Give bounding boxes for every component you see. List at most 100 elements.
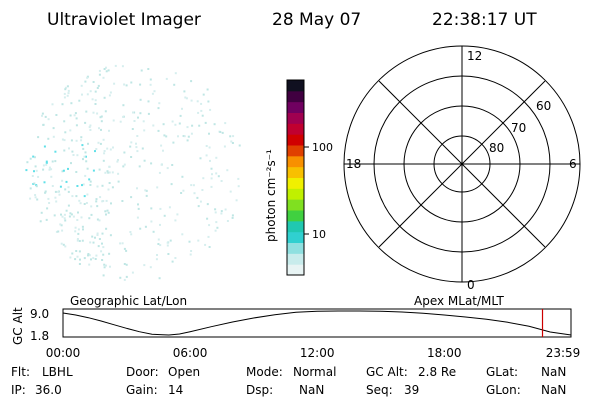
image-pixel [94,150,96,153]
image-pixel [105,199,108,202]
image-pixel [196,100,199,103]
image-pixel [110,202,112,205]
image-pixel [95,254,98,257]
image-pixel [88,178,91,181]
image-pixel [34,196,37,199]
image-pixel [78,263,81,265]
image-pixel [78,199,81,202]
image-pixel [158,277,161,280]
image-pixel [73,114,76,117]
image-pixel [63,92,66,95]
image-pixel [237,185,240,188]
image-pixel [136,187,138,190]
image-pixel [82,147,85,150]
image-pixel [36,198,39,201]
colorbar-segment [287,177,304,189]
image-pixel [187,135,190,138]
image-pixel [220,180,223,182]
image-pixel [83,257,86,260]
image-pixel [59,185,62,188]
image-pixel [130,233,133,236]
image-pixel [98,69,101,72]
polar-grid [343,45,581,283]
status-door-label: Door: [126,365,159,379]
altitude-ytick-bottom: 1.8 [30,329,49,343]
image-pixel [193,192,196,195]
image-pixel [84,121,87,124]
image-pixel [98,168,101,171]
image-pixel [76,185,79,187]
image-pixel [197,111,200,114]
image-pixel [87,254,89,257]
image-pixel [71,252,74,255]
image-pixel [216,226,219,229]
image-pixel [162,149,164,152]
image-pixel [169,239,172,242]
image-pixel [86,75,89,78]
instrument-title: Ultraviolet Imager [47,10,201,30]
image-pixel [190,250,193,252]
image-pixel [91,235,94,238]
altitude-xticks: 00:00 06:00 12:00 18:00 23:59 [46,346,581,360]
image-pixel [69,114,72,117]
status-seq-label: Seq: [366,383,393,397]
altitude-ylabel: GC Alt [11,307,25,345]
image-pixel [197,239,200,242]
image-pixel [32,155,35,158]
image-pixel [109,91,112,94]
image-pixel [166,167,169,170]
image-pixel [74,112,77,115]
image-pixel [167,253,170,255]
image-pixel [108,165,111,168]
image-pixel [104,210,107,213]
image-pixel [84,80,87,83]
image-pixel [103,263,106,266]
status-door-value: Open [168,365,200,379]
image-pixel [47,197,50,200]
image-pixel [60,242,63,245]
image-pixel [143,159,146,162]
image-pixel [76,238,79,240]
image-pixel [186,126,189,129]
image-pixel [180,192,183,194]
image-pixel [138,165,141,168]
image-pixel [92,111,95,114]
image-pixel [171,120,174,123]
image-pixel [191,124,194,127]
image-pixel [201,189,204,191]
image-pixel [220,212,223,215]
image-pixel [105,70,108,73]
image-pixel [97,141,100,144]
image-pixel [155,258,158,261]
image-pixel [163,134,166,137]
image-pixel [188,240,191,243]
image-pixel [238,144,241,147]
image-pixel [68,215,71,218]
image-pixel [80,84,83,87]
image-pixel [34,165,37,168]
image-pixel [137,116,139,119]
image-pixel [95,198,98,201]
image-pixel [137,207,140,210]
image-pixel [157,129,160,132]
image-pixel [33,170,35,173]
image-pixel [130,196,133,199]
image-pixel [131,271,134,274]
image-pixel [214,211,217,214]
image-pixel [102,76,105,79]
image-pixel [209,159,211,162]
image-pixel [145,194,148,197]
image-pixel [99,116,102,119]
image-pixel [174,257,177,259]
image-pixel [86,76,89,79]
colorbar-segment [287,220,304,233]
image-pixel [78,240,81,242]
image-pixel [121,200,124,202]
image-pixel [94,99,97,102]
image-pixel [95,148,98,150]
image-pixel [74,226,77,229]
image-pixel [60,213,62,216]
image-pixel [82,158,84,161]
image-pixel [101,242,103,245]
image-pixel [136,135,139,137]
